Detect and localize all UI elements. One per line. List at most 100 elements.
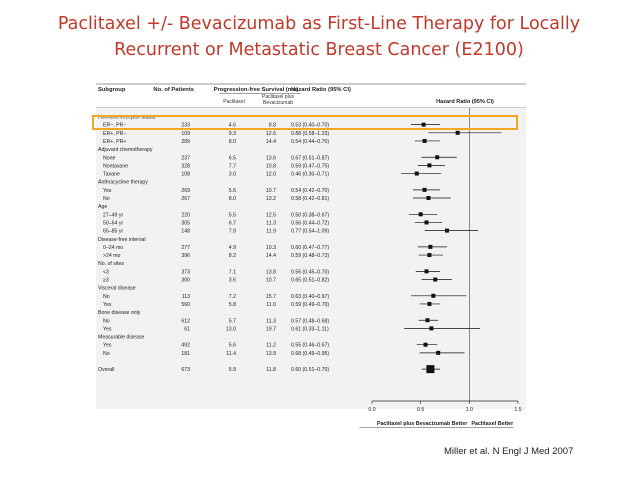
row-label: No (103, 351, 110, 357)
row-pfs-bev: 8.8 (269, 123, 276, 129)
row-pfs-paclitaxel: 7.1 (229, 269, 236, 275)
x-tick-label: 1.5 (514, 407, 521, 413)
row-patients: 237 (181, 155, 190, 161)
row-pfs-paclitaxel: 11.4 (226, 351, 236, 357)
hr-point (422, 187, 427, 192)
col-header-plus-line1: Paclitaxel plus (262, 94, 294, 100)
row-pfs-paclitaxel: 7.9 (229, 229, 236, 235)
row-label: Yes (103, 188, 112, 194)
hr-point (418, 212, 423, 217)
row-hr-text: 0.46 (0.30–0.71) (291, 172, 329, 178)
col-header-hr-plot: Hazard Ratio (95% CI) (436, 99, 494, 105)
row-pfs-paclitaxel: 5.5 (229, 212, 236, 218)
row-hr-text: 0.59 (0.49–0.70) (291, 302, 329, 308)
row-pfs-bev: 11.8 (266, 367, 276, 373)
table-background (96, 108, 526, 409)
hr-point (436, 350, 441, 355)
citation: Miller et al. N Engl J Med 2007 (444, 446, 574, 457)
hr-point (414, 171, 419, 176)
row-hr-text: 0.58 (0.42–0.81) (291, 196, 329, 202)
row-label: None (103, 155, 116, 161)
row-label: 65–85 yr (103, 229, 123, 235)
row-pfs-bev: 11.2 (266, 343, 276, 349)
hr-point (429, 326, 434, 331)
row-pfs-paclitaxel: 6.7 (229, 220, 236, 226)
row-hr-text: 0.63 (0.40–0.97) (291, 294, 329, 300)
row-pfs-paclitaxel: 6.5 (229, 155, 236, 161)
row-hr-text: 0.61 (0.33–1.11) (291, 326, 329, 332)
row-pfs-paclitaxel: 5.7 (229, 318, 236, 324)
row-pfs-paclitaxel: 4.6 (229, 123, 236, 129)
hr-point (425, 318, 430, 323)
hr-point (435, 155, 440, 160)
row-patients: 267 (181, 196, 190, 202)
row-pfs-bev: 10.8 (266, 163, 276, 169)
row-pfs-bev: 10.7 (266, 278, 276, 284)
row-pfs-paclitaxel: 4.9 (229, 245, 236, 251)
hr-point (426, 196, 431, 200)
subgroup-header: Anthracycline therapy (98, 180, 148, 186)
row-pfs-bev: 10.7 (266, 188, 276, 194)
row-pfs-paclitaxel: 3.6 (229, 278, 236, 284)
hr-point (423, 342, 428, 347)
row-pfs-bev: 14.4 (266, 139, 276, 145)
row-hr-text: 0.65 (0.51–0.82) (291, 278, 329, 284)
col-header-plus-line2: Bevacizumab (263, 100, 293, 106)
row-pfs-paclitaxel: 5.9 (229, 367, 236, 373)
row-pfs-bev: 11.3 (266, 220, 276, 226)
row-hr-text: 0.57 (0.48–0.68) (291, 318, 329, 324)
row-label: 50–64 yr (103, 220, 123, 226)
row-pfs-paclitaxel: 8.0 (229, 196, 236, 202)
row-pfs-paclitaxel: 5.6 (229, 188, 236, 194)
row-hr-text: 0.67 (0.51–0.87) (291, 155, 329, 161)
row-patients: 233 (181, 123, 190, 129)
favors-left-label: Paclitaxel plus Bevacizumab Better (377, 421, 468, 427)
row-patients: 277 (181, 245, 190, 251)
row-pfs-paclitaxel: 13.0 (226, 326, 236, 332)
row-hr-text: 0.54 (0.42–0.70) (291, 188, 329, 194)
row-label: Nontaxane (103, 163, 128, 169)
row-patients: 373 (181, 269, 190, 275)
row-pfs-bev: 14.4 (266, 253, 276, 259)
hr-point (422, 138, 427, 143)
subgroup-header: Visceral disease (98, 286, 136, 292)
x-tick-label: 1.0 (466, 407, 473, 413)
row-pfs-paclitaxel: 5.8 (229, 302, 236, 308)
row-patients: 289 (181, 139, 190, 145)
row-label: ER+, PR− (103, 131, 126, 137)
row-pfs-bev: 15.7 (266, 294, 276, 300)
row-hr-text: 0.53 (0.40–0.70) (291, 123, 329, 129)
row-pfs-bev: 13.8 (266, 269, 276, 275)
row-pfs-bev: 12.6 (266, 131, 276, 137)
row-pfs-bev: 12.0 (266, 172, 276, 178)
row-pfs-bev: 11.0 (266, 302, 276, 308)
row-pfs-bev: 19.7 (266, 326, 276, 332)
highlight-box (92, 115, 518, 130)
row-patients: 113 (182, 294, 190, 300)
row-label: Overall (98, 367, 114, 373)
hr-point (427, 253, 432, 258)
hr-point (431, 293, 436, 298)
row-pfs-bev: 12.5 (266, 212, 276, 218)
hr-point (421, 122, 426, 127)
hr-point (455, 130, 460, 135)
row-patients: 328 (181, 163, 190, 169)
row-hr-text: 0.88 (0.58–1.33) (291, 131, 329, 137)
row-label: ≥3 (103, 278, 109, 284)
subgroup-header: Age (98, 204, 107, 210)
row-label: No (103, 196, 110, 202)
row-hr-text: 0.60 (0.51–0.70) (291, 367, 329, 373)
row-patients: 181 (181, 351, 190, 357)
row-hr-text: 0.54 (0.44–0.70) (291, 139, 329, 145)
subgroup-header: Hormone-receptor status (98, 115, 156, 121)
row-label: ER−, PR− (103, 123, 126, 129)
row-patients: 109 (181, 131, 190, 137)
subgroup-header: Measurable disease (98, 335, 145, 341)
row-pfs-bev: 13.2 (266, 196, 276, 202)
hr-point (426, 365, 435, 374)
row-label: >24 mo (103, 253, 121, 259)
hr-point (427, 301, 432, 306)
row-patients: 492 (181, 343, 190, 349)
row-pfs-paclitaxel: 7.2 (229, 294, 236, 300)
